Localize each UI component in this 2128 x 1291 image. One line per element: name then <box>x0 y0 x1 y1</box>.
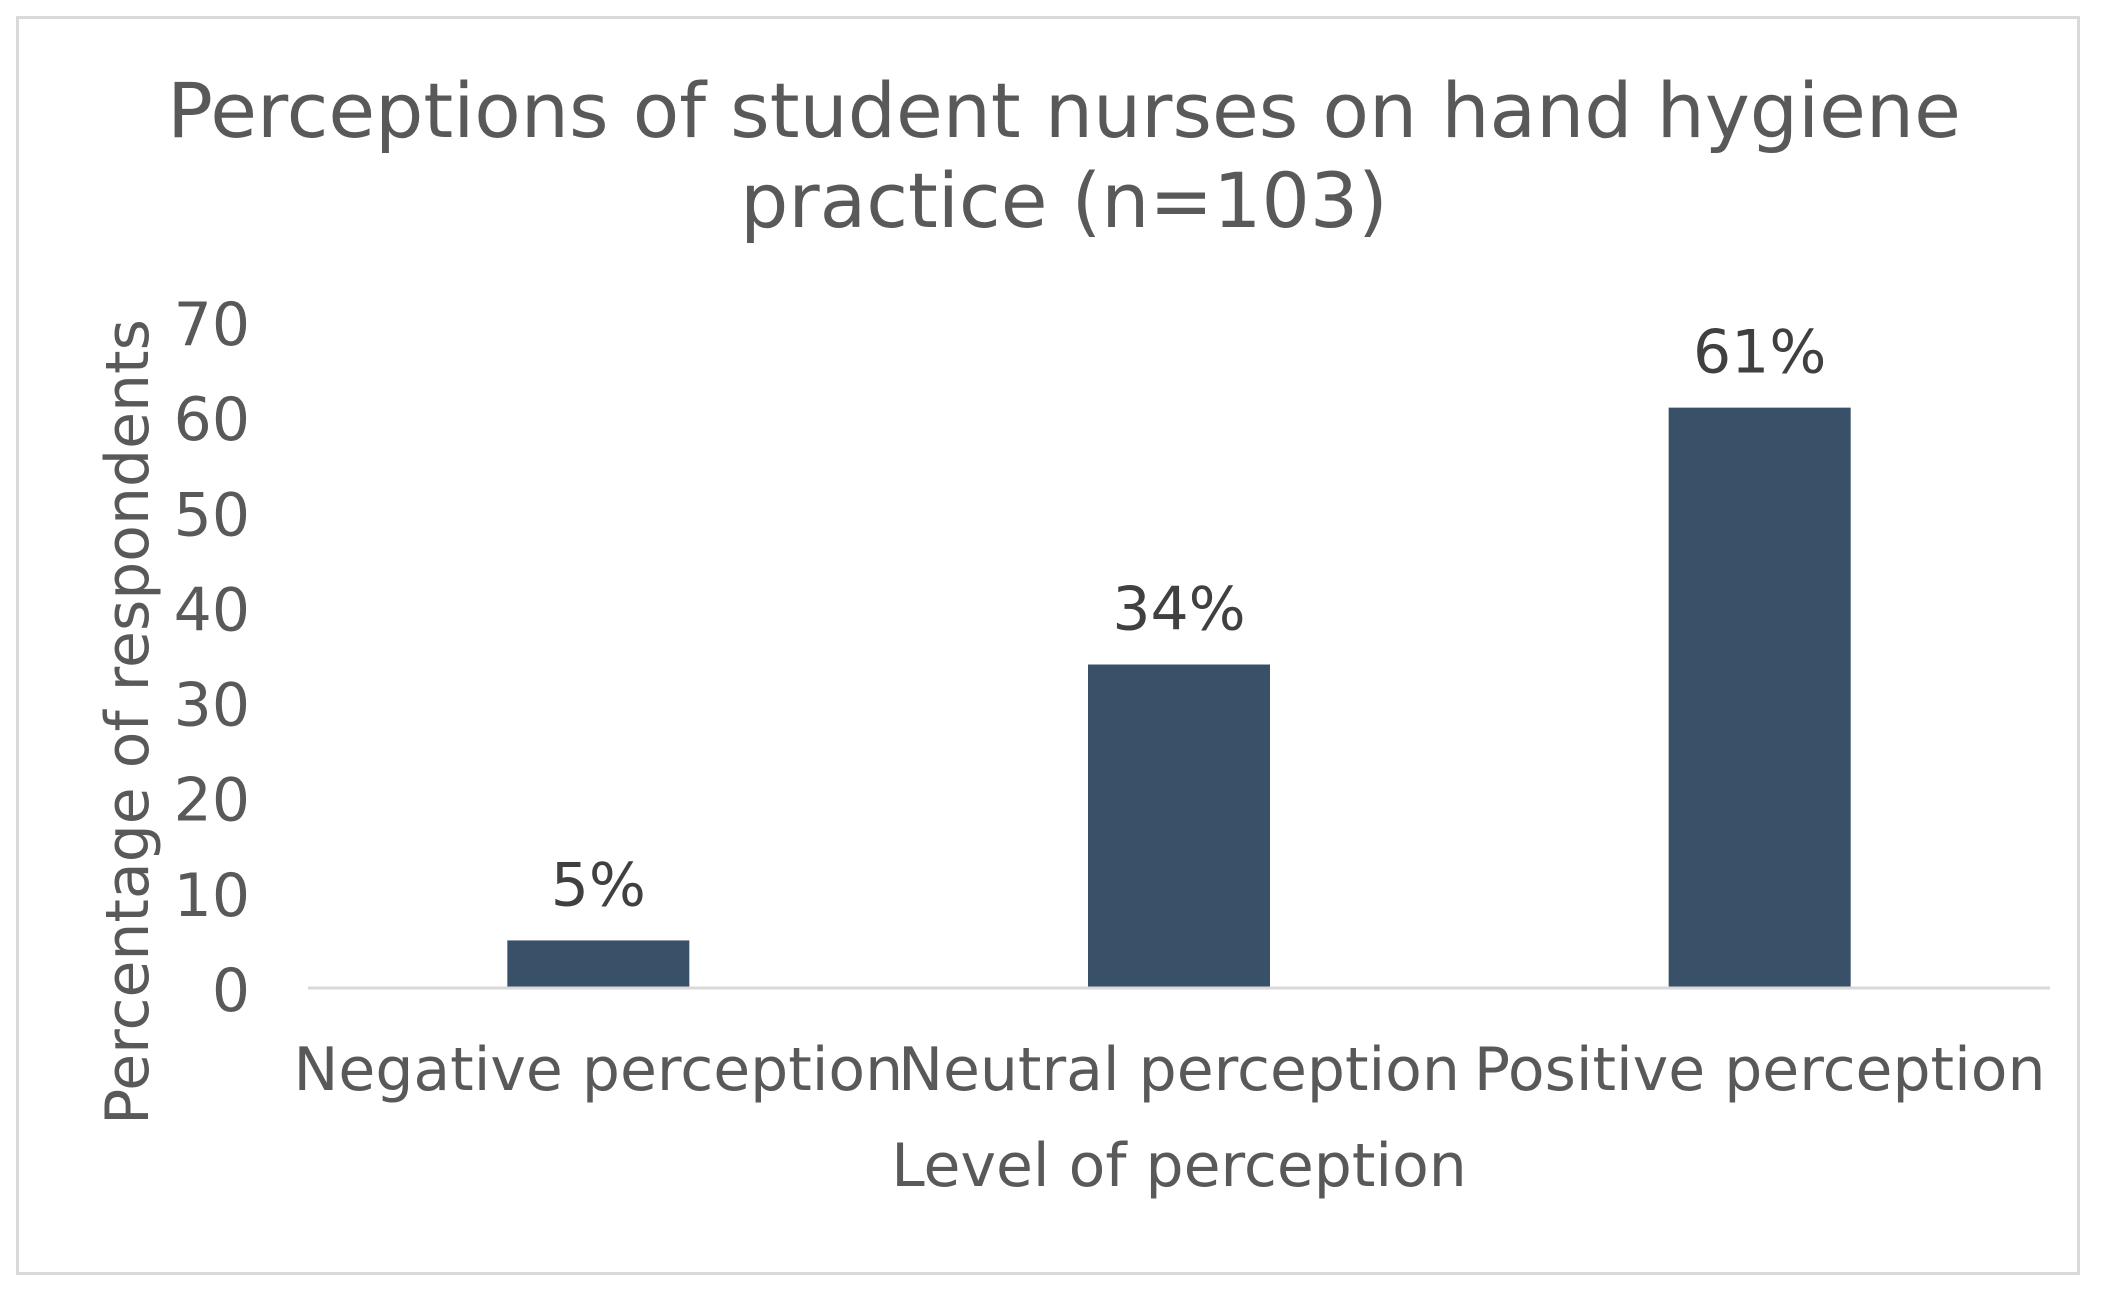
bars <box>507 407 1851 989</box>
y-axis-title: Percentage of respondents <box>93 319 163 1125</box>
bar <box>507 940 690 988</box>
x-tick-label: Neutral perception <box>898 1035 1460 1105</box>
y-tick-label: 50 <box>174 480 250 550</box>
data-label: 34% <box>1112 575 1245 645</box>
y-axis-ticks: 0 10 20 30 40 50 60 70 <box>174 290 250 1026</box>
bar <box>1088 664 1270 988</box>
data-label: 5% <box>551 850 646 920</box>
chart-title-line-1: Perceptions of student nurses on hand hy… <box>167 66 1961 155</box>
y-tick-label: 70 <box>174 290 250 360</box>
data-label: 61% <box>1693 318 1826 388</box>
data-labels: 5% 34% 61% <box>551 318 1827 921</box>
y-tick-label: 20 <box>174 766 250 836</box>
y-tick-label: 40 <box>174 575 250 645</box>
y-tick-label: 10 <box>174 861 250 931</box>
y-tick-label: 60 <box>174 385 250 455</box>
chart-title-line-2: practice (n=103) <box>740 156 1388 245</box>
y-tick-label: 30 <box>174 671 250 741</box>
x-tick-label: Positive perception <box>1474 1035 2046 1105</box>
x-axis-title: Level of perception <box>891 1131 1467 1201</box>
bar <box>1668 407 1851 989</box>
x-tick-label: Negative perception <box>294 1035 904 1105</box>
y-tick-label: 0 <box>212 956 250 1026</box>
